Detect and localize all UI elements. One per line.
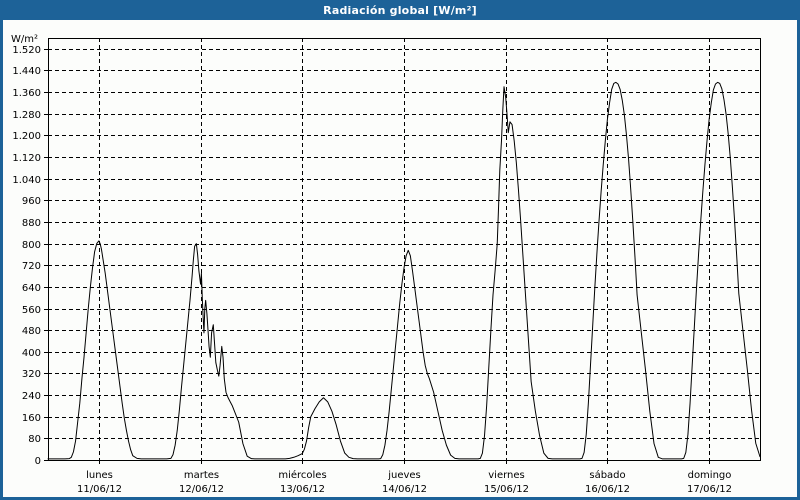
x-axis-date-label: 13/06/12 — [280, 484, 325, 495]
radiation-series-line — [47, 81, 761, 460]
y-axis-tick-label: 480 — [22, 326, 41, 337]
x-axis-day-label: sábado — [589, 469, 625, 481]
x-axis-day-label: domingo — [688, 470, 732, 481]
y-axis-tick-label: 1.440 — [12, 66, 41, 77]
x-axis-day-label: viernes — [488, 470, 524, 481]
x-axis-day-label: miércoles — [278, 469, 326, 481]
y-axis-tick-label: 1.360 — [12, 88, 41, 99]
y-axis-tick-label: 160 — [22, 413, 41, 424]
vertical-gridlines — [99, 38, 710, 464]
x-axis-date-label: 17/06/12 — [687, 484, 732, 495]
x-axis-tick-labels: lunes 11/06/12 martes 12/06/12 miércoles 13/0… — [77, 469, 732, 495]
y-axis-tick-label: 720 — [22, 261, 41, 272]
y-axis-tick-label: 880 — [22, 218, 41, 229]
y-axis-tick-label: 240 — [22, 391, 41, 402]
x-axis-date-label: 11/06/12 — [77, 484, 122, 495]
x-axis-date-label: 14/06/12 — [382, 484, 427, 495]
y-axis-tick-label: 960 — [22, 196, 41, 207]
y-axis-tick-label: 1.120 — [12, 153, 41, 164]
y-axis-tick-label: 0 — [35, 456, 41, 467]
y-axis-tick-label: 800 — [22, 240, 41, 251]
x-axis-date-label: 16/06/12 — [585, 484, 630, 495]
y-axis-tick-labels: 0 80 160 240 320 400 480 560 640 720 800 880 960 1.04… — [12, 45, 41, 467]
x-axis-day-label: jueves — [387, 470, 421, 481]
x-axis-day-label: lunes — [86, 470, 113, 481]
y-axis-tick-label: 400 — [22, 348, 41, 359]
y-axis-tick-label: 560 — [22, 305, 41, 316]
y-axis-tick-label: 1.520 — [12, 45, 41, 56]
y-axis-tick-label: 640 — [22, 283, 41, 294]
horizontal-gridlines — [44, 49, 760, 461]
x-axis-date-label: 12/06/12 — [179, 484, 224, 495]
y-axis-tick-label: 1.040 — [12, 175, 41, 186]
plot-axis-frame — [47, 37, 762, 462]
radiation-line-chart: 0 80 160 240 320 400 480 560 640 720 800 880 960 1.04… — [11, 34, 762, 495]
x-axis-date-label: 15/06/12 — [484, 484, 529, 495]
y-axis-tick-label: 320 — [22, 369, 41, 380]
y-axis-tick-label: 80 — [28, 434, 41, 445]
chart-frame: 0 80 160 240 320 400 480 560 640 720 800 880 960 1.04… — [0, 20, 800, 500]
y-axis-tick-label: 1.280 — [12, 110, 41, 121]
x-axis-day-label: martes — [184, 470, 219, 481]
y-axis-tick-label: 1.200 — [12, 131, 41, 142]
window-title-bar: Radiación global [W/m²] — [0, 0, 800, 20]
page-title: Radiación global [W/m²] — [323, 3, 477, 17]
y-axis-unit-label: W/m² — [11, 34, 38, 45]
